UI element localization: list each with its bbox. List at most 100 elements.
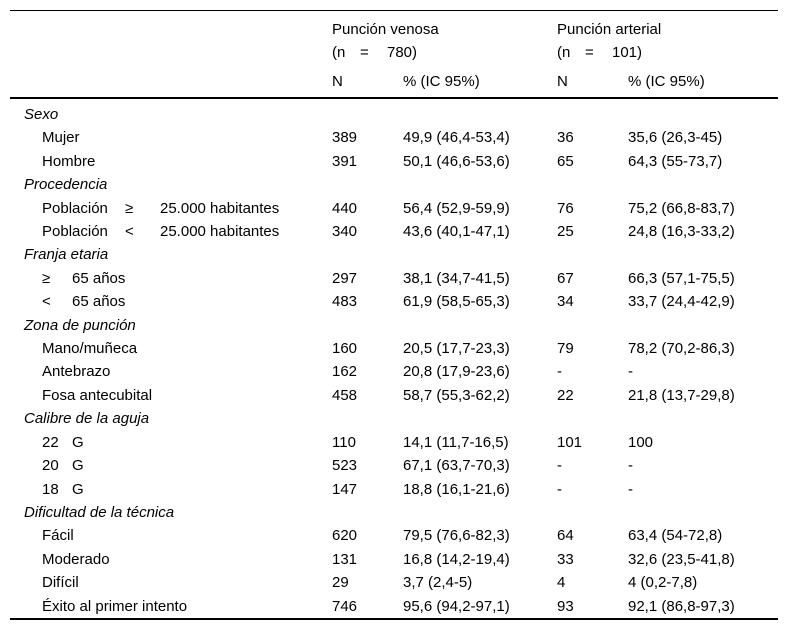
row-label: ≥65 años: [10, 267, 332, 290]
row-label: 18 G: [10, 478, 332, 501]
section-row: Procedencia: [10, 173, 778, 196]
data-row: Éxito al primer intento 746 95,6 (94,2-97,…: [10, 595, 778, 619]
row-label: Mano/muñeca: [42, 340, 138, 358]
row-label-part: 22: [42, 433, 59, 451]
cell-n-arterial: 93: [557, 597, 574, 615]
section-row: Dificultad de la técnica: [10, 501, 778, 524]
cell-pct-venosa: 50,1 (46,6-53,6): [403, 152, 510, 170]
cell-n-arterial: 67: [557, 269, 574, 287]
section-title: Dificultad de la técnica: [24, 503, 175, 521]
table-header: Punción venosa (n = 780) Punción arterial …: [10, 11, 779, 98]
cell-n-arterial: 33: [557, 550, 574, 568]
data-row: Mano/muñeca 160 20,5 (17,7-23,3) 79 78,2 (70…: [10, 337, 778, 360]
cell-pct-venosa: 61,9 (58,5-65,3): [403, 293, 510, 311]
row-label: Fosa antecubital: [42, 386, 153, 404]
section-row: Franja etaria: [10, 243, 778, 266]
header-title-row: Punción venosa (n = 780) Punción arterial …: [10, 11, 778, 65]
row-label-part: 18: [42, 480, 59, 498]
cell-n-venosa: 131: [332, 550, 358, 568]
cell-n-arterial: -: [557, 457, 562, 475]
row-label-part: Población: [42, 199, 108, 217]
data-row: Difícil 29 3,7 (2,4-5) 4 4 (0,2-7,8): [10, 571, 778, 594]
row-label: <65 años: [10, 290, 332, 313]
column-group-venosa: Punción venosa (n = 780): [332, 11, 557, 65]
row-label: Población ≥25.000 habitantes: [10, 197, 332, 220]
cell-pct-venosa: 56,4 (52,9-59,9): [403, 199, 510, 217]
data-row: Moderado 131 16,8 (14,2-19,4) 33 32,6 (23,5-…: [10, 548, 778, 571]
cell-pct-arterial: 63,4 (54-72,8): [628, 527, 723, 545]
column-group-venosa-title: Punción venosa: [332, 21, 439, 38]
cell-n-arterial: -: [557, 363, 562, 381]
cell-pct-venosa: 79,5 (76,6-82,3): [403, 527, 510, 545]
row-label-part: Población: [42, 223, 108, 241]
column-group-arterial-title: Punción arterial: [557, 21, 662, 38]
subheader-pct-arterial: % (IC 95%): [628, 73, 705, 90]
n-equals: =: [585, 44, 594, 61]
data-row: Población ≥25.000 habitantes 440 56,4 (52,9…: [10, 197, 778, 220]
data-row: Hombre 391 50,1 (46,6-53,6) 65 64,3 (55-73,7…: [10, 150, 778, 173]
n-equals: =: [360, 44, 369, 61]
cell-n-arterial: 76: [557, 199, 574, 217]
row-label: Antebrazo: [42, 363, 111, 381]
cell-n-arterial: 34: [557, 293, 574, 311]
cell-n-arterial: 25: [557, 223, 574, 241]
row-label-part: 25.000 habitantes: [160, 199, 280, 217]
cell-pct-arterial: 66,3 (57,1-75,5): [628, 269, 735, 287]
cell-pct-venosa: 20,5 (17,7-23,3): [403, 340, 510, 358]
cell-n-arterial: 36: [557, 129, 574, 147]
cell-pct-venosa: 20,8 (17,9-23,6): [403, 363, 510, 381]
cell-n-venosa: 29: [332, 574, 349, 592]
subheader-pct-venosa: % (IC 95%): [403, 73, 480, 90]
row-label: Hombre: [42, 152, 96, 170]
cell-n-venosa: 147: [332, 480, 358, 498]
row-label: Mujer: [42, 129, 80, 147]
cell-pct-venosa: 67,1 (63,7-70,3): [403, 457, 510, 475]
row-label: Éxito al primer intento: [42, 597, 188, 615]
cell-pct-venosa: 16,8 (14,2-19,4): [403, 550, 510, 568]
cell-n-arterial: 101: [557, 433, 583, 451]
cell-pct-venosa: 3,7 (2,4-5): [403, 574, 473, 592]
cell-n-venosa: 162: [332, 363, 358, 381]
row-label: 20 G: [10, 454, 332, 477]
cell-pct-venosa: 18,8 (16,1-21,6): [403, 480, 510, 498]
data-row: 20 G 523 67,1 (63,7-70,3) - -: [10, 454, 778, 477]
cell-n-venosa: 160: [332, 340, 358, 358]
cell-pct-venosa: 43,6 (40,1-47,1): [403, 223, 510, 241]
cell-pct-arterial: -: [628, 457, 633, 475]
cell-n-venosa: 620: [332, 527, 358, 545]
subheader-n-arterial: N: [557, 73, 568, 90]
table-body: Sexo Mujer 389 49,9 (46,4-53,4) 36 35,6 (26,3…: [10, 98, 778, 619]
cell-pct-arterial: 78,2 (70,2-86,3): [628, 340, 735, 358]
n-value: 101): [612, 44, 643, 61]
row-label-part: 65 años: [72, 269, 126, 287]
cell-pct-arterial: 32,6 (23,5-41,8): [628, 550, 735, 568]
cell-n-arterial: 4: [557, 574, 566, 592]
cell-n-venosa: 340: [332, 223, 358, 241]
cell-n-venosa: 483: [332, 293, 358, 311]
data-row: Fosa antecubital 458 58,7 (55,3-62,2) 22 21,…: [10, 384, 778, 407]
subheader-label-spacer: [10, 64, 332, 98]
section-title: Zona de punción: [24, 316, 136, 334]
row-label: Difícil: [42, 574, 79, 592]
cell-n-venosa: 440: [332, 199, 358, 217]
n-open: (n: [557, 44, 571, 61]
data-row: Antebrazo 162 20,8 (17,9-23,6) - -: [10, 360, 778, 383]
data-row: 18 G 147 18,8 (16,1-21,6) - -: [10, 478, 778, 501]
cell-pct-arterial: 100: [628, 433, 654, 451]
cell-pct-arterial: -: [628, 363, 633, 381]
row-label-part: ≥: [125, 199, 134, 217]
cell-n-arterial: 22: [557, 386, 574, 404]
cell-n-venosa: 523: [332, 457, 358, 475]
cell-n-arterial: 64: [557, 527, 574, 545]
data-row: Fácil 620 79,5 (76,6-82,3) 64 63,4 (54-72,8): [10, 524, 778, 547]
cell-n-venosa: 297: [332, 269, 358, 287]
row-label-part: G: [72, 457, 84, 475]
row-label: Fácil: [42, 527, 74, 545]
section-row: Calibre de la aguja: [10, 407, 778, 430]
cell-pct-arterial: 35,6 (26,3-45): [628, 129, 723, 147]
cell-n-arterial: 79: [557, 340, 574, 358]
section-row: Zona de punción: [10, 314, 778, 337]
data-row: ≥65 años 297 38,1 (34,7-41,5) 67 66,3 (57,1-…: [10, 267, 778, 290]
cell-pct-venosa: 14,1 (11,7-16,5): [403, 433, 509, 451]
data-row: Población <25.000 habitantes 340 43,6 (40,1…: [10, 220, 778, 243]
